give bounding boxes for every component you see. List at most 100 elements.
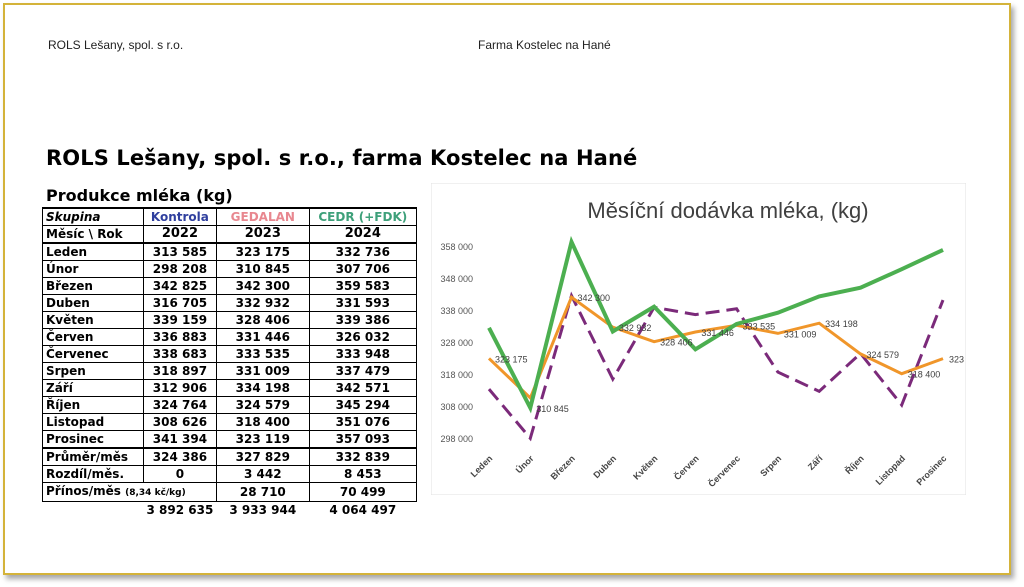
- total-2022: 3 892 635: [146, 503, 214, 517]
- chart-frame: [431, 183, 966, 495]
- table-row: Červenec 338 683 333 535 333 948: [42, 345, 417, 363]
- table-row: Září 312 906 334 198 342 571: [42, 379, 417, 397]
- group-cedr: CEDR (+FDK): [308, 207, 417, 226]
- series-line-2: [487, 235, 944, 414]
- table-row: Únor 298 208 310 845 307 706: [42, 260, 417, 278]
- totals-row: 3 892 635 3 933 944 4 064 497: [43, 502, 417, 519]
- group-gedalan: GEDALAN: [215, 207, 310, 226]
- data-label: 334 198: [825, 319, 858, 329]
- total-2024: 4 064 497: [329, 503, 397, 517]
- table-row: Březen 342 825 342 300 359 583: [42, 277, 417, 295]
- value-2022: 338 683: [143, 345, 217, 363]
- milk-table: Skupina Kontrola GEDALAN CEDR (+FDK) Měs…: [42, 207, 417, 518]
- y-tick-label: 318 000: [440, 370, 473, 380]
- year-2023: 2023: [215, 225, 310, 244]
- data-label: 333 535: [743, 321, 776, 331]
- value-2023: 323 119: [215, 430, 310, 449]
- value-2024: 351 076: [308, 413, 417, 431]
- table-caption: Produkce mléka (kg): [46, 186, 233, 205]
- series-line-0: [487, 291, 945, 442]
- table-row: Květen 339 159 328 406 339 386: [42, 311, 417, 329]
- value-2024: 359 583: [308, 277, 417, 295]
- month-cell: Říjen: [42, 396, 144, 414]
- y-tick-label: 328 000: [440, 338, 473, 348]
- value-2023: 331 009: [215, 362, 310, 380]
- value-2024: 332 736: [308, 242, 417, 261]
- data-label: 324 579: [866, 350, 899, 360]
- value-2024: 333 948: [308, 345, 417, 363]
- value-2024: 331 593: [308, 294, 417, 312]
- summary-label: Průměr/měs: [46, 450, 128, 464]
- value-2022: 342 825: [143, 277, 217, 295]
- month-cell: Srpen: [42, 362, 144, 380]
- month-cell: Únor: [42, 260, 144, 278]
- data-label: 310 845: [536, 404, 569, 414]
- month-cell: Červenec: [42, 345, 144, 363]
- year-2022: 2022: [143, 225, 217, 244]
- value-2024: 357 093: [308, 430, 417, 449]
- value-2023: 318 400: [215, 413, 310, 431]
- group-label: Skupina: [42, 207, 144, 226]
- value-2022: 341 394: [143, 430, 217, 449]
- value-2023: 328 406: [215, 311, 310, 329]
- value-2023: 331 446: [215, 328, 310, 346]
- month-cell: Červen: [42, 328, 144, 346]
- summary-value-2024: 70 499: [308, 482, 417, 502]
- table-row: Červen 336 883 331 446 326 032: [42, 328, 417, 346]
- y-tick-label: 298 000: [440, 434, 473, 444]
- value-2022: 339 159: [143, 311, 217, 329]
- farm-name: Farma Kostelec na Hané: [478, 38, 611, 52]
- value-2022: 316 705: [143, 294, 217, 312]
- value-2022: 298 208: [143, 260, 217, 278]
- month-cell: Září: [42, 379, 144, 397]
- summary-value-2022: 324 386: [143, 447, 217, 466]
- summary-row: Průměr/měs 324 386 327 829 332 839: [42, 447, 417, 466]
- summary-label-note: (8,34 kč/kg): [125, 488, 186, 498]
- month-cell: Prosinec: [42, 430, 144, 449]
- data-label: 331 009: [784, 329, 817, 339]
- data-label: 323 175: [495, 354, 528, 364]
- series-line-1: [487, 294, 944, 401]
- value-2022: 313 585: [143, 242, 217, 261]
- summary-label-cell: Přínos/měs (8,34 kč/kg): [42, 482, 217, 502]
- table-row: Duben 316 705 332 932 331 593: [42, 294, 417, 312]
- value-2023: 334 198: [215, 379, 310, 397]
- y-tick-label: 358 000: [440, 242, 473, 252]
- month-cell: Leden: [42, 242, 144, 261]
- year-2024: 2024: [308, 225, 417, 244]
- value-2022: 324 764: [143, 396, 217, 414]
- milk-delivery-chart: Měsíční dodávka mléka, (kg) 298 000 308 0…: [431, 183, 966, 495]
- value-2024: 307 706: [308, 260, 417, 278]
- table-row: Říjen 324 764 324 579 345 294: [42, 396, 417, 414]
- summary-label-cell: Rozdíl/měs.: [42, 465, 144, 483]
- data-label: 323 119: [949, 355, 966, 365]
- value-2023: 333 535: [215, 345, 310, 363]
- table-row: Srpen 318 897 331 009 337 479: [42, 362, 417, 380]
- y-tick-label: 338 000: [440, 306, 473, 316]
- month-year-label: Měsíc \ Rok: [42, 225, 144, 244]
- data-label: 332 932: [619, 323, 652, 333]
- month-cell: Listopad: [42, 413, 144, 431]
- total-2023: 3 933 944: [229, 503, 297, 517]
- series-group: [487, 235, 945, 442]
- value-2022: 318 897: [143, 362, 217, 380]
- value-2022: 336 883: [143, 328, 217, 346]
- y-axis: 298 000 308 000 318 000 328 000 338 000 348 0…: [440, 242, 473, 444]
- value-2023: 324 579: [215, 396, 310, 414]
- month-cell: Březen: [42, 277, 144, 295]
- summary-value-2024: 332 839: [308, 447, 417, 466]
- table-header-years: Měsíc \ Rok 2022 2023 2024: [42, 225, 417, 244]
- table-row: Prosinec 341 394 323 119 357 093: [42, 430, 417, 449]
- value-2022: 308 626: [143, 413, 217, 431]
- summary-value-2023: 327 829: [215, 447, 310, 466]
- summary-label: Rozdíl/měs.: [46, 467, 125, 481]
- data-label: 331 446: [701, 328, 734, 338]
- table-row: Leden 313 585 323 175 332 736: [42, 242, 417, 261]
- month-cell: Duben: [42, 294, 144, 312]
- month-rows: Leden 313 585 323 175 332 736 Únor 298 208 310…: [42, 242, 417, 449]
- value-2024: 337 479: [308, 362, 417, 380]
- summary-label: Přínos/měs: [46, 484, 121, 498]
- value-2024: 342 571: [308, 379, 417, 397]
- table-header-groups: Skupina Kontrola GEDALAN CEDR (+FDK): [42, 207, 417, 226]
- summary-row: Rozdíl/měs. 0 3 442 8 453: [42, 465, 417, 483]
